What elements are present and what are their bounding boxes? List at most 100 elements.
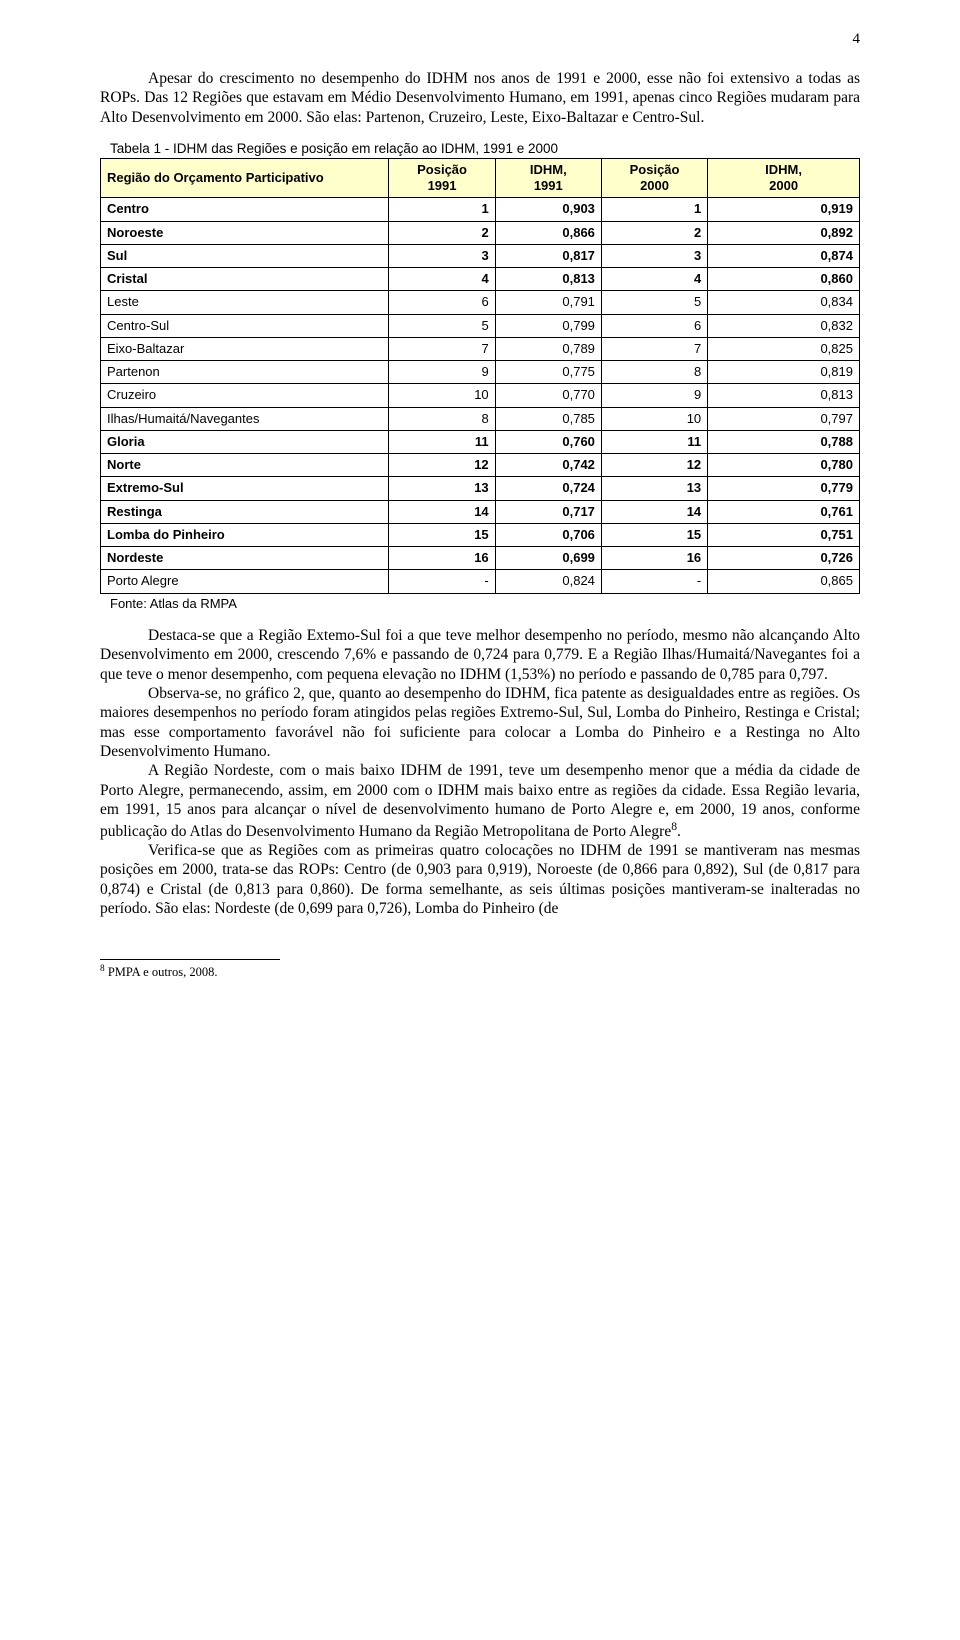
cell-i91: 0,813 (495, 268, 601, 291)
cell-i00: 0,825 (708, 337, 860, 360)
cell-i91: 0,706 (495, 523, 601, 546)
cell-p00: 6 (601, 314, 707, 337)
cell-p91: 6 (389, 291, 495, 314)
table-row: Eixo-Baltazar70,78970,825 (101, 337, 860, 360)
cell-p91: 9 (389, 361, 495, 384)
table-row: Noroeste20,86620,892 (101, 221, 860, 244)
cell-i00: 0,788 (708, 430, 860, 453)
cell-p00: 9 (601, 384, 707, 407)
cell-i91: 0,775 (495, 361, 601, 384)
body-paragraph-3: Observa-se, no gráfico 2, que, quanto ao… (100, 684, 860, 762)
cell-p00: 4 (601, 268, 707, 291)
cell-p91: 11 (389, 430, 495, 453)
cell-i00: 0,860 (708, 268, 860, 291)
body-paragraph-2: Destaca-se que a Região Extemo-Sul foi a… (100, 626, 860, 684)
body-paragraph-4: A Região Nordeste, com o mais baixo IDHM… (100, 761, 860, 841)
table-source: Fonte: Atlas da RMPA (100, 596, 860, 612)
cell-i91: 0,785 (495, 407, 601, 430)
cell-i00: 0,834 (708, 291, 860, 314)
th-i91: IDHM,1991 (495, 158, 601, 198)
cell-p00: 13 (601, 477, 707, 500)
table-row: Cruzeiro100,77090,813 (101, 384, 860, 407)
cell-region: Nordeste (101, 547, 389, 570)
cell-region: Cruzeiro (101, 384, 389, 407)
table-head: Região do Orçamento Participativo Posiçã… (101, 158, 860, 198)
cell-i91: 0,742 (495, 454, 601, 477)
table-row: Partenon90,77580,819 (101, 361, 860, 384)
table-row: Ilhas/Humaitá/Navegantes80,785100,797 (101, 407, 860, 430)
cell-p91: 13 (389, 477, 495, 500)
table-row: Centro-Sul50,79960,832 (101, 314, 860, 337)
cell-p00: - (601, 570, 707, 593)
cell-i91: 0,760 (495, 430, 601, 453)
footnote-text: PMPA e outros, 2008. (105, 965, 218, 979)
cell-p91: 12 (389, 454, 495, 477)
cell-region: Noroeste (101, 221, 389, 244)
cell-i00: 0,797 (708, 407, 860, 430)
cell-p00: 5 (601, 291, 707, 314)
cell-p91: 7 (389, 337, 495, 360)
cell-region: Partenon (101, 361, 389, 384)
cell-p00: 1 (601, 198, 707, 221)
table-row: Gloria110,760110,788 (101, 430, 860, 453)
table-row: Extremo-Sul130,724130,779 (101, 477, 860, 500)
cell-p00: 3 (601, 244, 707, 267)
cell-i00: 0,874 (708, 244, 860, 267)
cell-i00: 0,779 (708, 477, 860, 500)
page-number: 4 (100, 30, 860, 49)
table-row: Restinga140,717140,761 (101, 500, 860, 523)
table-row: Leste60,79150,834 (101, 291, 860, 314)
cell-region: Restinga (101, 500, 389, 523)
table-body: Centro10,90310,919Noroeste20,86620,892Su… (101, 198, 860, 593)
cell-p00: 14 (601, 500, 707, 523)
cell-region: Extremo-Sul (101, 477, 389, 500)
footnote-separator (100, 959, 280, 960)
cell-i00: 0,751 (708, 523, 860, 546)
cell-p91: 3 (389, 244, 495, 267)
cell-p91: 8 (389, 407, 495, 430)
cell-p00: 10 (601, 407, 707, 430)
cell-i00: 0,919 (708, 198, 860, 221)
cell-p00: 2 (601, 221, 707, 244)
cell-i91: 0,866 (495, 221, 601, 244)
cell-i91: 0,791 (495, 291, 601, 314)
cell-p00: 7 (601, 337, 707, 360)
table-row: Porto Alegre-0,824-0,865 (101, 570, 860, 593)
cell-region: Sul (101, 244, 389, 267)
cell-i91: 0,770 (495, 384, 601, 407)
cell-p91: 15 (389, 523, 495, 546)
cell-i00: 0,761 (708, 500, 860, 523)
cell-p00: 15 (601, 523, 707, 546)
cell-i91: 0,903 (495, 198, 601, 221)
cell-region: Gloria (101, 430, 389, 453)
cell-region: Cristal (101, 268, 389, 291)
body-paragraph-5: Verifica-se que as Regiões com as primei… (100, 841, 860, 919)
cell-i91: 0,799 (495, 314, 601, 337)
cell-i00: 0,726 (708, 547, 860, 570)
cell-i00: 0,780 (708, 454, 860, 477)
p4-post: . (677, 823, 681, 840)
table-caption: Tabela 1 - IDHM das Regiões e posição em… (100, 141, 860, 158)
th-region: Região do Orçamento Participativo (101, 158, 389, 198)
intro-paragraph: Apesar do crescimento no desempenho do I… (100, 69, 860, 127)
cell-i00: 0,892 (708, 221, 860, 244)
cell-i91: 0,699 (495, 547, 601, 570)
cell-region: Centro-Sul (101, 314, 389, 337)
cell-region: Centro (101, 198, 389, 221)
th-i00: IDHM,2000 (708, 158, 860, 198)
cell-p91: 16 (389, 547, 495, 570)
idhm-table: Região do Orçamento Participativo Posiçã… (100, 158, 860, 594)
cell-region: Porto Alegre (101, 570, 389, 593)
table-row: Norte120,742120,780 (101, 454, 860, 477)
cell-i00: 0,819 (708, 361, 860, 384)
table-row: Sul30,81730,874 (101, 244, 860, 267)
cell-i91: 0,724 (495, 477, 601, 500)
footnote: 8 PMPA e outros, 2008. (100, 964, 860, 981)
cell-p00: 12 (601, 454, 707, 477)
th-p91: Posição1991 (389, 158, 495, 198)
cell-p91: 10 (389, 384, 495, 407)
cell-i91: 0,824 (495, 570, 601, 593)
cell-region: Lomba do Pinheiro (101, 523, 389, 546)
table-row: Cristal40,81340,860 (101, 268, 860, 291)
cell-p91: 1 (389, 198, 495, 221)
